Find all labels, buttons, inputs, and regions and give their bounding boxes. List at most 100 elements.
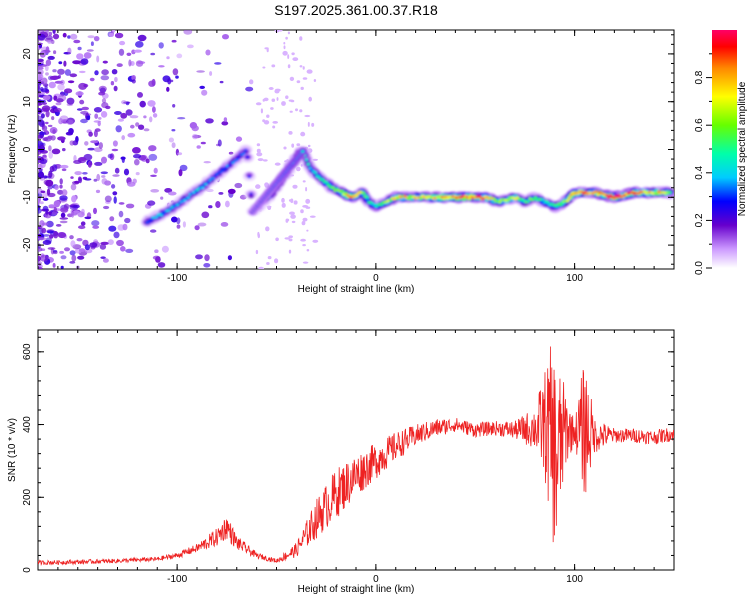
colorbar-tick-label: 0.6 [694, 118, 705, 132]
noise-speck [47, 230, 54, 234]
spectrogram-x-label: Height of straight line (km) [298, 284, 415, 295]
noise-speck [255, 102, 262, 106]
snr-frame [37, 329, 675, 571]
noise-speck [100, 256, 106, 260]
noise-speck [274, 258, 279, 264]
spectrogram-noise-layer [38, 30, 319, 269]
noise-speck [71, 254, 77, 262]
noise-speck [281, 197, 285, 203]
noise-speck [70, 183, 77, 191]
noise-speck [135, 60, 144, 67]
noise-speck [100, 75, 110, 81]
noise-speck [99, 243, 107, 250]
noise-speck [98, 142, 104, 149]
noise-speck [300, 209, 304, 214]
ridge-blob [304, 158, 309, 162]
noise-speck [47, 247, 56, 250]
noise-speck [70, 176, 74, 179]
noise-speck [171, 216, 178, 223]
noise-speck [117, 118, 124, 122]
ridge-blob [540, 198, 545, 202]
noise-speck [150, 174, 157, 177]
noise-speck [191, 133, 199, 140]
noise-speck [131, 79, 136, 84]
noise-speck [265, 226, 270, 232]
noise-speck [289, 211, 295, 215]
noise-speck [234, 182, 243, 189]
noise-speck [218, 192, 224, 195]
noise-speck [42, 137, 49, 142]
noise-speck [40, 190, 46, 194]
noise-speck [105, 105, 111, 110]
noise-speck [147, 200, 156, 206]
noise-speck [66, 97, 75, 105]
noise-speck [59, 164, 69, 169]
ridge-blob [301, 150, 305, 153]
noise-speck [118, 210, 124, 218]
noise-speck [288, 99, 294, 102]
noise-speck [121, 100, 127, 105]
noise-speck [275, 237, 279, 242]
noise-speck [69, 250, 76, 256]
noise-speck [48, 204, 56, 208]
ridge-blob [235, 158, 239, 162]
ridge-blob [206, 181, 210, 185]
noise-speck [45, 179, 54, 187]
noise-speck [59, 220, 68, 224]
noise-speck [73, 39, 81, 44]
noise-speck [52, 33, 60, 40]
noise-speck [45, 237, 52, 244]
noise-speck [49, 165, 55, 173]
noise-speck [113, 196, 117, 204]
noise-speck [102, 60, 108, 64]
ridge-blob [492, 197, 497, 201]
noise-speck [83, 52, 92, 59]
noise-speck [154, 249, 159, 253]
noise-speck [283, 146, 287, 150]
ridge-blob [245, 155, 250, 159]
noise-speck [48, 151, 53, 159]
noise-speck [55, 102, 62, 106]
ridge-blob [362, 191, 366, 195]
noise-speck [53, 231, 59, 239]
noise-speck [302, 180, 306, 183]
ridge-blob [533, 196, 538, 200]
noise-speck [52, 69, 57, 73]
noise-speck [256, 148, 261, 153]
noise-speck [82, 113, 92, 116]
noise-speck [272, 125, 276, 129]
noise-speck [48, 170, 53, 178]
x-tick-label: 0 [373, 273, 379, 284]
noise-speck [97, 120, 101, 127]
noise-speck [189, 122, 198, 129]
ridge-blob [208, 179, 212, 182]
noise-speck [67, 47, 72, 55]
noise-speck [312, 239, 319, 243]
noise-speck [295, 108, 298, 112]
noise-speck [48, 81, 56, 89]
noise-speck [148, 145, 157, 152]
noise-speck [266, 48, 269, 53]
noise-speck [47, 135, 53, 140]
noise-speck [84, 178, 92, 181]
noise-speck [78, 225, 86, 230]
noise-speck [78, 82, 87, 90]
noise-speck [112, 174, 120, 177]
colorbar-tick-label: 0.2 [694, 213, 705, 227]
noise-speck [115, 125, 122, 133]
noise-speck [167, 78, 172, 85]
noise-speck [287, 64, 291, 69]
noise-speck [100, 111, 108, 118]
noise-speck [40, 254, 49, 262]
noise-speck [271, 98, 276, 102]
noise-speck [69, 140, 75, 146]
noise-speck [172, 104, 176, 108]
noise-speck [44, 85, 48, 90]
noise-speck [75, 91, 84, 96]
noise-speck [82, 172, 88, 175]
noise-speck [126, 52, 132, 56]
ridge-blob [243, 148, 248, 152]
ridge-blob [594, 190, 599, 194]
noise-speck [245, 86, 254, 92]
noise-speck [41, 227, 47, 234]
